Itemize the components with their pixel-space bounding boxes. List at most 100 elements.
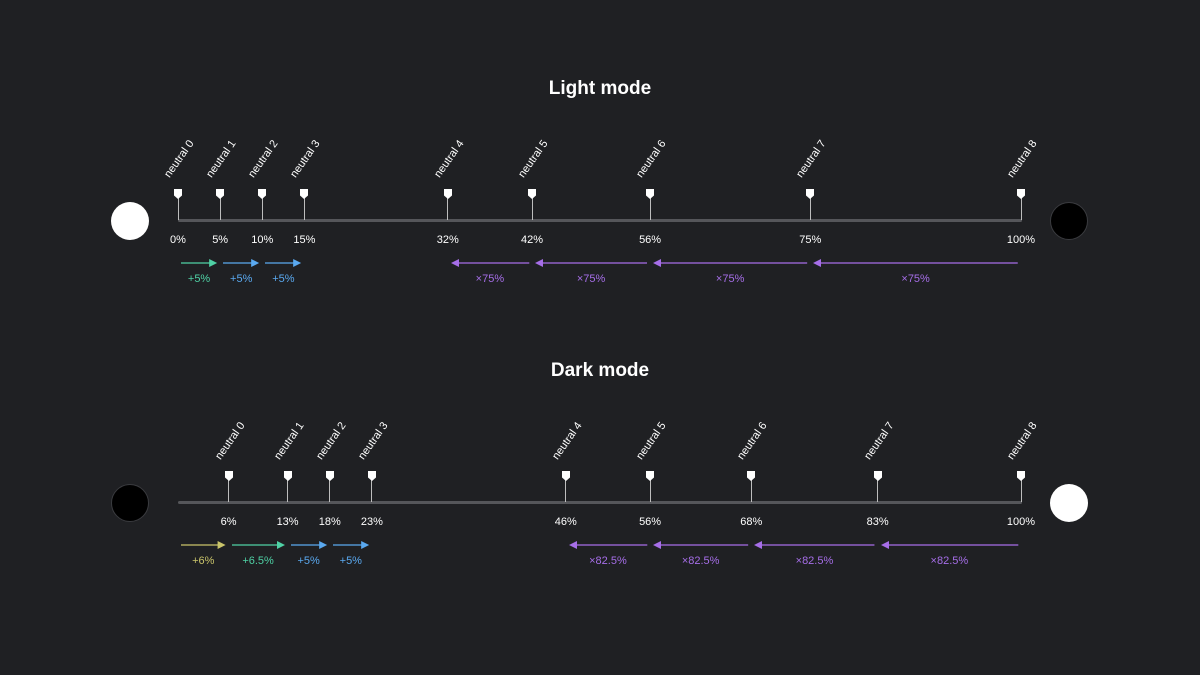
arrow-icon [754, 541, 875, 549]
marker-stem [287, 476, 289, 502]
step-label: +5% [272, 273, 295, 285]
step-label: +5% [339, 555, 362, 567]
marker-stem [877, 476, 879, 502]
marker-name-label: neutral 3 [288, 138, 323, 180]
step-arrow [653, 540, 749, 560]
marker-stem [649, 476, 651, 502]
marker-percentage: 32% [436, 234, 459, 246]
marker-stem [750, 476, 752, 502]
step-label: ×75% [715, 273, 745, 285]
arrow-icon [880, 541, 1018, 549]
marker-percentage: 5% [212, 234, 229, 246]
marker-name-label: neutral 0 [162, 138, 197, 180]
step-arrow [450, 258, 530, 278]
light-start-circle [111, 202, 149, 240]
marker-stem [1020, 194, 1022, 220]
marker-name-label: neutral 8 [1005, 420, 1040, 462]
marker-percentage: 13% [276, 516, 299, 528]
marker-stem [219, 194, 221, 220]
marker-name-label: neutral 1 [271, 420, 307, 462]
marker-stem [809, 194, 811, 220]
step-arrow [332, 540, 369, 560]
marker-name-label: neutral 0 [212, 420, 248, 462]
arrow-icon [223, 259, 260, 267]
marker-name-label: neutral 6 [634, 138, 669, 180]
marker-stem [371, 476, 373, 502]
light-end-circle [1050, 202, 1088, 240]
arrow-icon [653, 259, 808, 267]
arrow-icon [181, 541, 226, 549]
marker-percentage: 10% [251, 234, 274, 246]
marker-name-label: neutral 7 [861, 420, 897, 462]
step-arrow [880, 540, 1018, 560]
marker-percentage: 83% [866, 516, 889, 528]
step-label: ×75% [901, 273, 930, 285]
step-arrow [813, 258, 1018, 278]
step-arrow [181, 258, 218, 278]
step-arrow [653, 258, 808, 278]
marker-pin-icon [258, 186, 267, 199]
marker-pin-icon [300, 186, 309, 199]
step-label: ×82.5% [795, 555, 834, 567]
marker-stem [303, 194, 305, 220]
step-arrow [290, 540, 327, 560]
arrow-icon [265, 259, 302, 267]
marker-percentage: 68% [740, 516, 763, 528]
marker-name-label: neutral 1 [204, 138, 239, 180]
marker-name-label: neutral 5 [516, 138, 551, 180]
dark-mode-title: Dark mode [550, 360, 650, 381]
step-arrow [181, 540, 226, 560]
step-label: ×82.5% [681, 555, 720, 567]
arrow-icon [450, 259, 530, 267]
marker-stem [1020, 476, 1022, 502]
marker-pin-icon [1017, 468, 1025, 481]
dark-track [178, 501, 1022, 504]
marker-percentage: 56% [639, 234, 662, 246]
marker-pin-icon [443, 186, 452, 199]
arrow-icon [290, 541, 327, 549]
marker-percentage: 23% [360, 516, 383, 528]
light-mode-title: Light mode [548, 78, 652, 99]
marker-pin-icon [1017, 186, 1025, 199]
marker-pin-icon [806, 186, 815, 199]
marker-stem [565, 476, 567, 502]
marker-pin-icon [646, 468, 655, 481]
marker-percentage: 56% [639, 516, 662, 528]
step-label: +5% [187, 273, 211, 285]
marker-percentage: 100% [1006, 234, 1036, 246]
marker-pin-icon [283, 468, 292, 481]
marker-name-label: neutral 5 [634, 420, 669, 462]
marker-pin-icon [528, 186, 537, 199]
marker-percentage: 0% [170, 234, 186, 246]
marker-percentage: 15% [293, 234, 316, 246]
marker-name-label: neutral 2 [246, 138, 281, 180]
marker-pin-icon [367, 468, 376, 481]
arrow-icon [568, 541, 648, 549]
light-track [178, 219, 1022, 222]
arrow-icon [535, 259, 648, 267]
marker-name-label: neutral 2 [313, 420, 349, 462]
step-arrow [265, 258, 302, 278]
arrow-icon [181, 259, 218, 267]
marker-percentage: 42% [521, 234, 544, 246]
step-label: ×75% [576, 273, 606, 285]
marker-percentage: 100% [1006, 516, 1036, 528]
step-label: +6.5% [242, 555, 274, 567]
marker-name-label: neutral 6 [735, 420, 770, 462]
step-label: ×75% [475, 273, 505, 285]
step-arrow [535, 258, 648, 278]
marker-pin-icon [646, 186, 655, 199]
marker-pin-icon [561, 468, 570, 481]
marker-name-label: neutral 4 [549, 420, 585, 462]
arrow-icon [332, 541, 369, 549]
marker-stem [329, 476, 331, 502]
step-arrow [231, 540, 285, 560]
marker-stem [447, 194, 449, 220]
marker-percentage: 75% [799, 234, 822, 246]
marker-name-label: neutral 3 [356, 420, 391, 462]
step-label: +5% [230, 273, 253, 285]
step-arrow [568, 540, 648, 560]
step-label: ×82.5% [930, 555, 969, 567]
marker-pin-icon [174, 186, 182, 199]
marker-stem [177, 194, 179, 220]
